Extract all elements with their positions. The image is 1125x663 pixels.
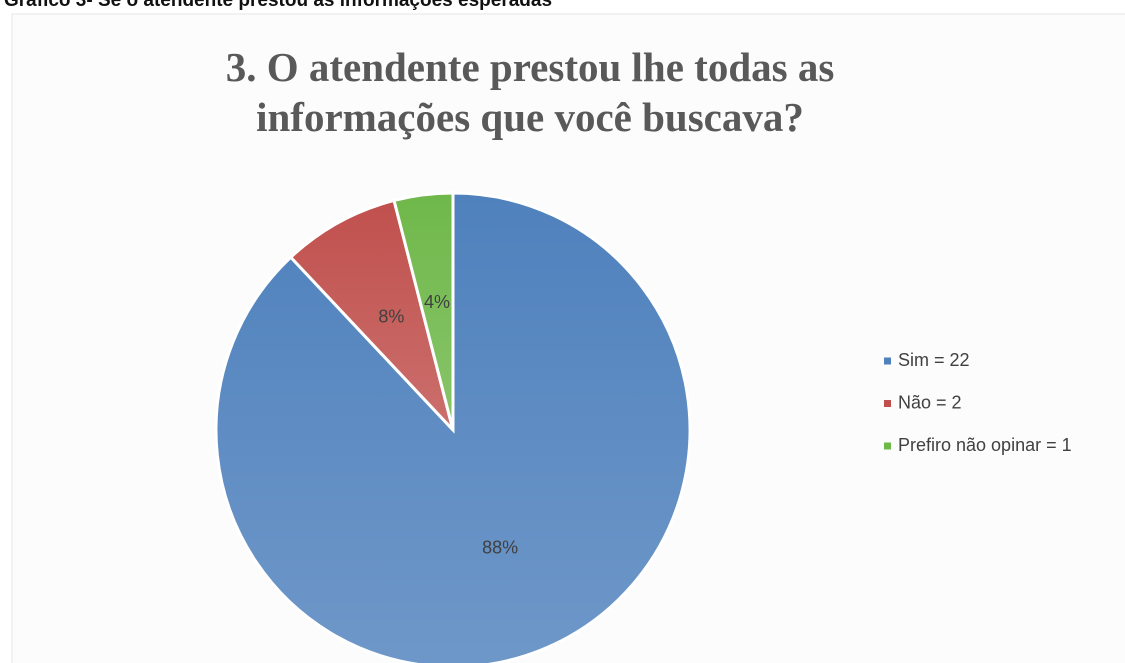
legend-label: Não = 2 — [898, 392, 962, 412]
caption: Gráfico 3- Se o atendente prestou as inf… — [4, 0, 553, 11]
legend-swatch — [884, 442, 891, 450]
legend-label: Prefiro não opinar = 1 — [898, 435, 1072, 455]
data-label: 4% — [424, 292, 450, 312]
data-label: 8% — [378, 307, 404, 327]
chart-title: 3. O atendente prestou lhe todas as info… — [225, 44, 835, 140]
legend-swatch — [884, 357, 891, 365]
legend-swatch — [884, 400, 891, 407]
legend-label: Sim = 22 — [898, 350, 970, 370]
data-label: 88% — [482, 538, 518, 558]
